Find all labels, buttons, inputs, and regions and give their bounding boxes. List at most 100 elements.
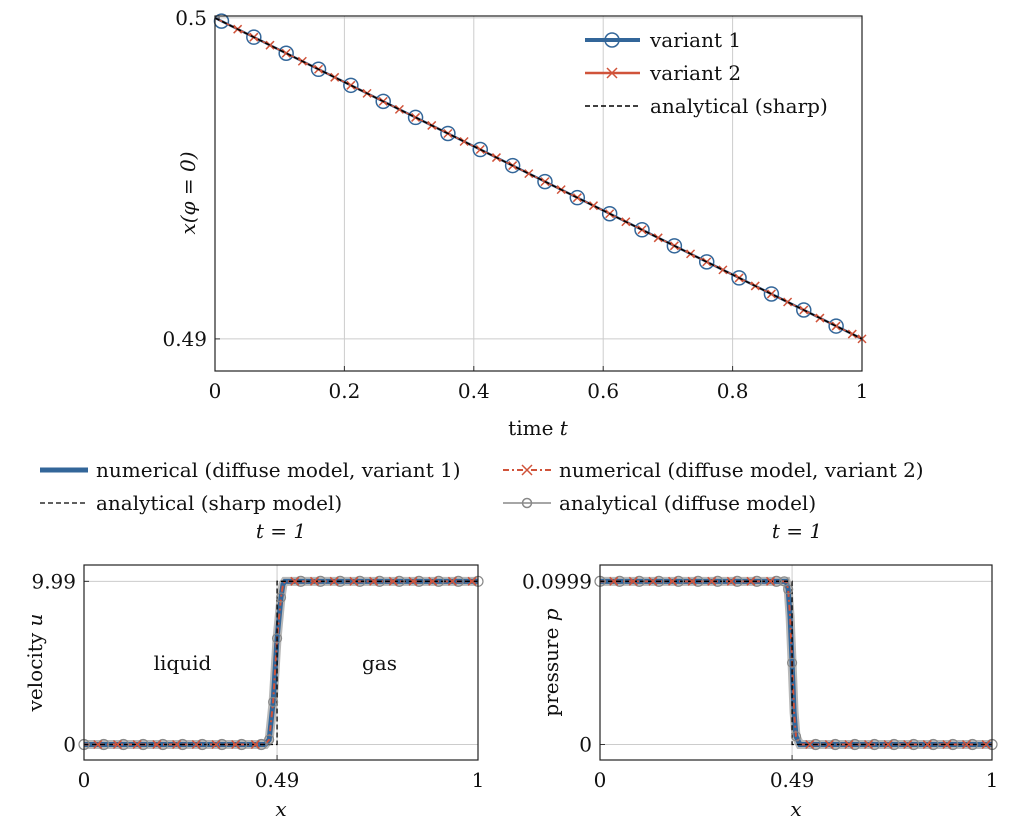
series-variant-2-marker [783, 297, 793, 307]
series-variant-2-marker [961, 739, 972, 750]
series-variant-1-marker [569, 189, 586, 206]
y-axis-label-text: pressure [539, 621, 563, 716]
legend-label: numerical (diffuse model, variant 2) [559, 458, 924, 482]
series-variant-2-marker [211, 739, 221, 750]
series-variant-2-marker [903, 739, 913, 750]
plot-frame [599, 564, 993, 761]
chart-title: t = 1 [772, 519, 822, 543]
series-variant-1-marker [407, 109, 424, 126]
series-variant-2-marker [388, 576, 398, 586]
series-analytical-diffuse-marker [268, 696, 279, 708]
series-variant-1-marker [601, 205, 618, 222]
x-axis-label: x [790, 797, 801, 821]
x-tick-label: 0 [594, 768, 607, 792]
series-variant-2-marker [281, 48, 291, 58]
series-variant-2-marker [93, 739, 103, 750]
series-variant-2-marker [132, 739, 142, 750]
series-variant-2-marker [847, 329, 857, 339]
legend-circle-marker [521, 497, 533, 509]
series-variant-2-marker [265, 40, 275, 50]
series-variant-2-marker [467, 576, 477, 586]
legend-circle-marker [604, 32, 620, 48]
legend-label: variant 1 [649, 28, 741, 52]
series-variant-2-marker [309, 576, 320, 586]
series-variant-1-marker [504, 157, 521, 174]
x-tick-label: 0.49 [255, 768, 300, 792]
series-variant-1-marker [763, 286, 780, 302]
series-variant-1-marker [343, 77, 359, 94]
legend-x-marker [521, 464, 533, 476]
annotation-label: liquid [154, 651, 212, 675]
series-variant-2-marker [746, 576, 756, 586]
series-variant-2-marker [653, 233, 663, 243]
legend-label: analytical (sharp model) [96, 491, 342, 515]
series-variant-1-marker [278, 45, 294, 61]
series-variant-2-marker [250, 739, 260, 750]
series-analytical-diffuse-marker [779, 576, 790, 587]
series-variant-2-marker [172, 739, 182, 750]
series-variant-2-marker [766, 289, 776, 299]
chart-title: t = 1 [256, 519, 306, 543]
series-variant-2-marker [112, 739, 123, 750]
legend-label: analytical (sharp) [650, 94, 828, 118]
series-variant-1-marker [828, 318, 844, 334]
series-analytical-sharp-line [214, 17, 863, 340]
x-tick-label: 1 [986, 768, 999, 792]
series-variant-2-marker [459, 136, 469, 147]
series-variant-2-marker [831, 321, 841, 331]
series-analytical-diffuse-marker [786, 657, 798, 668]
series-analytical-diffuse-marker [275, 592, 287, 603]
legend-x-marker [606, 67, 618, 79]
series-variant-1-marker [537, 173, 553, 190]
annotation-label: gas [362, 651, 397, 675]
series-analytical-diffuse-marker [790, 731, 802, 742]
x-tick-label: 0.49 [770, 768, 815, 792]
series-variant-1-marker [375, 93, 391, 110]
series-variant-2-marker [667, 576, 678, 586]
x-tick-label: 0.4 [458, 379, 490, 403]
y-axis-label-var: u [23, 614, 47, 627]
series-variant-2-marker [231, 739, 241, 750]
series-variant-2-marker [428, 576, 438, 586]
series-variant-1-marker [634, 222, 650, 238]
series-variant-2-marker [844, 739, 854, 750]
x-axis-label: time t [508, 416, 569, 440]
series-variant-1-marker [310, 61, 327, 78]
series-variant-2-marker [349, 576, 359, 586]
x-axis-label-var: t [560, 416, 569, 440]
y-tick-label: 0.5 [175, 6, 207, 30]
legend-label: variant 2 [649, 61, 741, 85]
x-tick-label: 0.8 [717, 379, 749, 403]
series-variant-2-marker [609, 576, 619, 586]
y-axis-label: x(φ = 0) [176, 151, 200, 234]
y-tick-label: 0 [63, 732, 76, 756]
series-variant-1-marker [731, 270, 747, 286]
series-variant-2-marker [394, 104, 404, 114]
series-variant-2-marker [883, 739, 893, 750]
series-variant-2-marker [863, 739, 874, 750]
x-tick-label: 0.6 [587, 379, 619, 403]
series-variant-1-marker [246, 29, 262, 45]
series-analytical-sharp-line [84, 580, 478, 746]
series-variant-2-marker [411, 112, 421, 122]
series-variant-2-marker [824, 739, 834, 750]
series-analytical-diffuse-marker [264, 734, 275, 745]
series-variant-1-line [84, 578, 478, 747]
series-variant-2-marker [346, 80, 356, 90]
series-variant-2-marker [290, 576, 300, 586]
y-tick-label: 9.99 [31, 569, 76, 593]
series-variant-1-marker [666, 238, 683, 254]
series-variant-2-marker [765, 576, 776, 586]
x-tick-label: 0 [209, 379, 222, 403]
y-tick-label: 0.0999 [522, 569, 592, 593]
series-variant-2-marker [524, 169, 534, 179]
y-axis-label: pressure p [539, 608, 563, 716]
series-variant-2-marker [191, 739, 201, 750]
y-tick-label: 0.49 [162, 327, 207, 351]
x-tick-label: 1 [472, 768, 485, 792]
y-axis-label: velocity u [23, 614, 47, 713]
series-variant-2-marker [922, 739, 932, 750]
plot-frame [214, 15, 863, 372]
x-tick-label: 1 [856, 379, 869, 403]
